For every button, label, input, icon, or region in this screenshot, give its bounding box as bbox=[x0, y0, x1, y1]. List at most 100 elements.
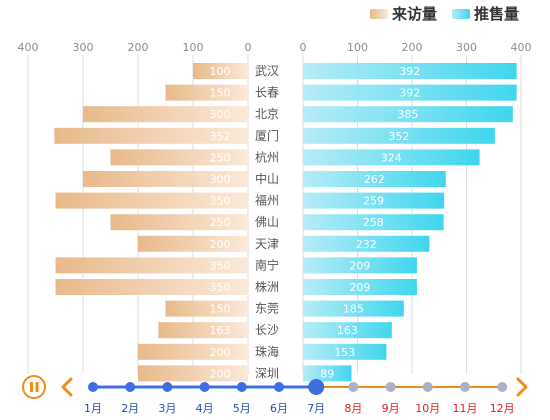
sales-bar-label: 163 bbox=[337, 324, 358, 337]
visits-bar[interactable] bbox=[138, 365, 248, 382]
sales-bar[interactable] bbox=[303, 149, 480, 166]
visits-bar[interactable] bbox=[165, 300, 249, 317]
timeline-dot[interactable] bbox=[348, 382, 359, 392]
category-label: 东莞 bbox=[255, 302, 279, 316]
category-label: 天津 bbox=[255, 237, 279, 251]
timeline-month-label[interactable]: 7月 bbox=[307, 402, 325, 415]
visits-bar[interactable] bbox=[83, 171, 248, 187]
sales-bar[interactable] bbox=[303, 343, 387, 360]
timeline-month-label[interactable]: 6月 bbox=[270, 402, 288, 415]
sales-bar-label: 185 bbox=[343, 303, 364, 316]
legend-item-sales[interactable]: 推售量 bbox=[452, 5, 519, 23]
category-label: 珠海 bbox=[255, 344, 279, 359]
sales-bar[interactable] bbox=[303, 106, 513, 123]
timeline-prev-icon[interactable] bbox=[61, 377, 73, 397]
visits-bar[interactable] bbox=[83, 106, 248, 123]
timeline-month-label[interactable]: 4月 bbox=[196, 402, 214, 415]
visits-bar-label: 150 bbox=[210, 303, 231, 316]
left-axis-tick-label: 0 bbox=[245, 41, 252, 54]
legend-item-visits[interactable]: 来访量 bbox=[370, 5, 437, 23]
category-label: 深圳 bbox=[255, 366, 279, 380]
timeline-month-label[interactable]: 9月 bbox=[382, 402, 400, 415]
sales-bar-label: 259 bbox=[363, 195, 384, 208]
sales-bar[interactable] bbox=[303, 300, 404, 317]
timeline-dot[interactable] bbox=[497, 382, 508, 392]
timeline-dot[interactable] bbox=[199, 382, 210, 392]
visits-bar[interactable] bbox=[158, 322, 248, 339]
play-pause-button[interactable] bbox=[22, 375, 46, 399]
visits-bar[interactable] bbox=[110, 214, 249, 231]
visits-bar-label: 200 bbox=[210, 346, 231, 359]
sales-bar[interactable] bbox=[303, 127, 495, 144]
visits-bar[interactable] bbox=[165, 84, 249, 101]
timeline-month-label[interactable]: 11月 bbox=[453, 402, 478, 415]
sales-bar[interactable] bbox=[303, 322, 392, 339]
timeline-track[interactable]: 1月 2月 3月 4月 5月 6月 7月 8月 9月 10月 11月 12月 bbox=[84, 379, 515, 415]
left-axis-tick-label: 300 bbox=[73, 41, 94, 54]
timeline-month-label[interactable]: 8月 bbox=[344, 402, 362, 415]
visits-bar-label: 352 bbox=[210, 130, 231, 143]
visits-bar-label: 350 bbox=[210, 195, 231, 208]
timeline-next-icon[interactable] bbox=[516, 377, 528, 397]
legend-swatch-visits bbox=[370, 9, 388, 19]
visits-bar[interactable] bbox=[110, 149, 249, 166]
timeline-dot[interactable] bbox=[422, 382, 433, 392]
sales-bar[interactable] bbox=[303, 192, 445, 209]
sales-bar-label: 153 bbox=[334, 346, 355, 359]
sales-bar-label: 352 bbox=[388, 130, 409, 143]
visits-bar-label: 250 bbox=[210, 216, 231, 229]
sales-bar[interactable] bbox=[303, 279, 417, 295]
sales-bar[interactable] bbox=[303, 171, 446, 187]
visits-bar[interactable] bbox=[138, 235, 248, 252]
legend[interactable]: 来访量 推售量 bbox=[370, 5, 519, 23]
timeline-dot[interactable] bbox=[88, 382, 98, 392]
visits-bar[interactable] bbox=[55, 257, 249, 274]
timeline-dot[interactable] bbox=[385, 382, 396, 392]
pause-icon bbox=[30, 382, 33, 392]
timeline-current-handle[interactable] bbox=[308, 379, 325, 395]
timeline-month-label[interactable]: 2月 bbox=[121, 402, 139, 415]
sales-bar-label: 392 bbox=[399, 65, 420, 78]
timeline-dot[interactable] bbox=[274, 382, 284, 392]
right-axis-tick-label: 0 bbox=[300, 41, 307, 54]
visits-bar-label: 300 bbox=[210, 173, 231, 186]
sales-bar[interactable] bbox=[303, 214, 444, 231]
category-label: 南宁 bbox=[255, 257, 279, 272]
visits-bar-label: 200 bbox=[210, 367, 231, 380]
right-axis-tick-label: 400 bbox=[511, 41, 532, 54]
visits-bar[interactable] bbox=[54, 127, 249, 144]
timeline-dot[interactable] bbox=[162, 382, 173, 392]
timeline-month-label[interactable]: 5月 bbox=[233, 402, 251, 415]
left-axis-tick-label: 200 bbox=[128, 41, 149, 54]
visits-bar-label: 163 bbox=[210, 324, 231, 337]
visits-bar-label: 300 bbox=[210, 108, 231, 121]
sales-bar-label: 209 bbox=[349, 259, 370, 272]
visits-bar[interactable] bbox=[193, 63, 248, 79]
visits-bar[interactable] bbox=[55, 279, 249, 295]
right-axis-tick-label: 100 bbox=[347, 41, 368, 54]
category-label: 中山 bbox=[255, 171, 279, 186]
sales-bar[interactable] bbox=[303, 257, 417, 274]
sales-bar-label: 89 bbox=[320, 367, 334, 380]
timeline-month-label[interactable]: 10月 bbox=[415, 402, 440, 415]
timeline-month-label[interactable]: 3月 bbox=[158, 402, 176, 415]
timeline-month-label[interactable]: 1月 bbox=[84, 402, 102, 415]
timeline[interactable]: 1月 2月 3月 4月 5月 6月 7月 8月 9月 10月 11月 12月 bbox=[22, 375, 528, 415]
timeline-dot[interactable] bbox=[236, 382, 247, 392]
timeline-month-label[interactable]: 12月 bbox=[490, 402, 515, 415]
sales-bar-label: 232 bbox=[356, 238, 377, 251]
visits-bar[interactable] bbox=[138, 343, 248, 360]
sales-bar[interactable] bbox=[303, 84, 517, 101]
visits-bar-label: 250 bbox=[210, 151, 231, 164]
visits-bar-label: 200 bbox=[210, 238, 231, 251]
right-axis-tick-label: 300 bbox=[456, 41, 477, 54]
sales-bar[interactable] bbox=[303, 63, 517, 79]
visits-bar[interactable] bbox=[55, 192, 249, 209]
sales-bar-label: 209 bbox=[349, 281, 370, 294]
sales-bar[interactable] bbox=[303, 365, 352, 382]
sales-bar[interactable] bbox=[303, 235, 430, 252]
timeline-dot[interactable] bbox=[125, 382, 136, 392]
timeline-dot[interactable] bbox=[460, 382, 470, 392]
left-axis-tick-label: 400 bbox=[18, 41, 39, 54]
